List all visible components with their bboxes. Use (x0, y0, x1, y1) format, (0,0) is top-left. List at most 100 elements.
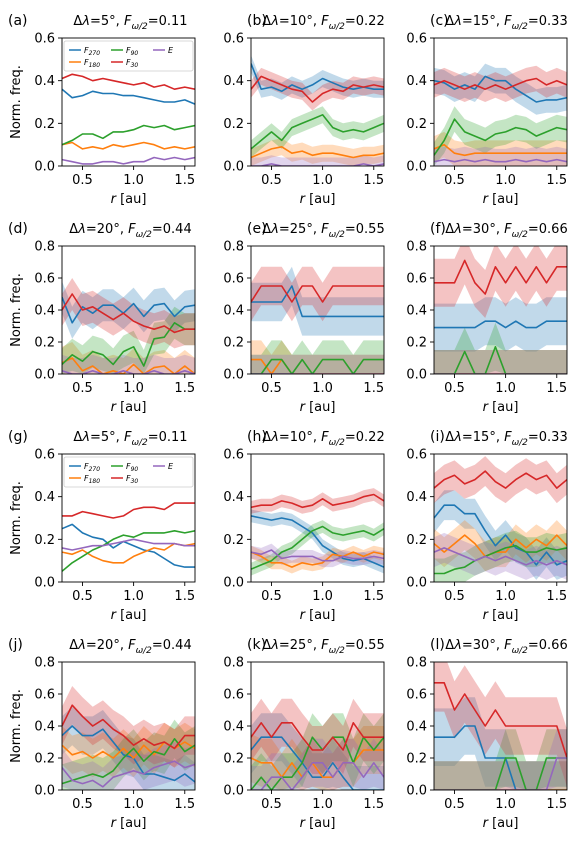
panel-label: (k) (247, 637, 266, 653)
y-tick-label: 0.6 (406, 32, 427, 47)
y-tick-label: 0.0 (34, 160, 55, 175)
panel-title: Δλ=25°, Fω/2=0.55 (262, 638, 384, 656)
title-lambda: λ (270, 14, 279, 29)
x-label-unit: [au] (116, 608, 146, 623)
band-F30 (251, 488, 384, 514)
legend-label-main: F (126, 474, 131, 483)
x-tick-label: 0.5 (261, 797, 282, 812)
y-tick-label: 0.6 (34, 448, 55, 463)
y-tick-label: 0.2 (34, 533, 55, 548)
title-F-value: =0.44 (152, 222, 192, 237)
panel-a: 0.0 0.2 0.4 0.6 0.5 1.0 1.5 r [au] Norm. freq. (a… (8, 13, 196, 207)
band-F90 (434, 729, 567, 790)
panel-data (251, 55, 384, 166)
title-F-value: =0.55 (345, 638, 385, 653)
title-dl-value: =20°, (86, 638, 128, 653)
line-F270 (62, 725, 195, 783)
y-tick-label: 0.0 (34, 576, 55, 591)
title-dl-value: =20°, (86, 222, 128, 237)
y-tick-label: 0.0 (406, 368, 427, 383)
y-tick-label: 0.8 (34, 240, 55, 255)
title-F: F (321, 430, 329, 445)
title-dl-value: =30°, (462, 222, 504, 237)
title-F-sub: ω/2 (512, 230, 529, 240)
x-tick-label: 1.5 (363, 381, 384, 396)
line-F90 (62, 737, 195, 785)
line-F90 (251, 358, 384, 374)
title-F-sub: ω/2 (131, 438, 148, 448)
legend-box (63, 40, 194, 72)
y-tick-label: 0.2 (223, 533, 244, 548)
line-F30 (434, 77, 567, 90)
line-F30 (251, 493, 384, 509)
x-axis-label: r [au] (300, 816, 336, 831)
panel-title: Δλ=5°, Fω/2=0.11 (73, 430, 187, 448)
line-F180 (62, 141, 195, 150)
legend-label-F270: F270 (84, 462, 100, 473)
title-delta: Δ (445, 638, 454, 653)
title-lambda: λ (77, 222, 86, 237)
x-label-var: r (111, 192, 118, 207)
x-tick-label: 0.5 (72, 381, 93, 396)
line-F270 (251, 285, 384, 318)
line-F90 (251, 525, 384, 570)
y-tick-label: 0.4 (223, 74, 244, 89)
y-tick-label: 0.2 (34, 117, 55, 132)
legend-label-sub: 90 (131, 50, 139, 57)
axes-frame (250, 453, 385, 583)
x-tick-label: 1.0 (312, 381, 333, 396)
y-tick-label: 0.2 (406, 336, 427, 351)
legend-label-main: F (126, 462, 131, 471)
y-tick-label: 0.6 (34, 32, 55, 47)
x-tick-label: 0.5 (72, 797, 93, 812)
y-tick-label: 0.2 (406, 752, 427, 767)
title-dl-value: =5°, (90, 14, 124, 29)
band-F30 (251, 67, 384, 111)
x-axis-label: r [au] (111, 400, 147, 415)
legend-label-sub: 270 (89, 466, 101, 473)
panel-l: 0.0 0.2 0.4 0.6 0.8 0.5 1.0 1.5 r [au] (l) Δλ=30°,… (406, 637, 567, 831)
line-F270 (434, 320, 567, 329)
line-F270 (62, 523, 195, 568)
title-F-sub: ω/2 (512, 438, 529, 448)
title-F-sub: ω/2 (329, 438, 346, 448)
title-dl-value: =25°, (279, 222, 321, 237)
y-axis-label: Norm. freq. (9, 65, 24, 139)
x-axis-label: r [au] (111, 192, 147, 207)
line-F180 (251, 358, 384, 374)
title-lambda: λ (453, 222, 462, 237)
line-F180 (434, 143, 567, 157)
title-F: F (124, 14, 132, 29)
band-F90 (62, 306, 195, 374)
title-dl-value: =15°, (462, 430, 504, 445)
panel-label: (l) (430, 637, 445, 653)
line-F30 (62, 502, 195, 519)
title-F-sub: ω/2 (136, 230, 153, 240)
y-tick-label: 0.0 (34, 368, 55, 383)
panel-title: Δλ=20°, Fω/2=0.44 (69, 638, 191, 656)
x-label-var: r (483, 400, 490, 415)
title-delta: Δ (69, 222, 78, 237)
y-tick-label: 0.8 (223, 240, 244, 255)
x-tick-label: 0.5 (444, 381, 465, 396)
y-tick-label: 0.6 (223, 448, 244, 463)
legend-label-F30: F30 (126, 474, 138, 485)
panel-label: (f) (430, 221, 446, 237)
y-tick-label: 0.2 (223, 752, 244, 767)
title-F-value: =0.11 (148, 430, 188, 445)
y-tick-label: 0.6 (223, 688, 244, 703)
title-lambda: λ (453, 638, 462, 653)
panel-title: Δλ=10°, Fω/2=0.22 (262, 14, 384, 32)
x-label-var: r (300, 192, 307, 207)
x-label-unit: [au] (116, 400, 146, 415)
title-F-value: =0.66 (528, 638, 568, 653)
panel-b: 0.0 0.2 0.4 0.6 0.5 1.0 1.5 r [au] (b)Δλ=10°, Fω… (223, 13, 384, 207)
panel-data (434, 63, 567, 166)
x-tick-label: 1.5 (546, 589, 567, 604)
y-tick-label: 0.8 (34, 656, 55, 671)
band-F270 (62, 706, 195, 790)
x-label-var: r (111, 608, 118, 623)
line-E (62, 538, 195, 551)
y-tick-label: 0.2 (406, 117, 427, 132)
